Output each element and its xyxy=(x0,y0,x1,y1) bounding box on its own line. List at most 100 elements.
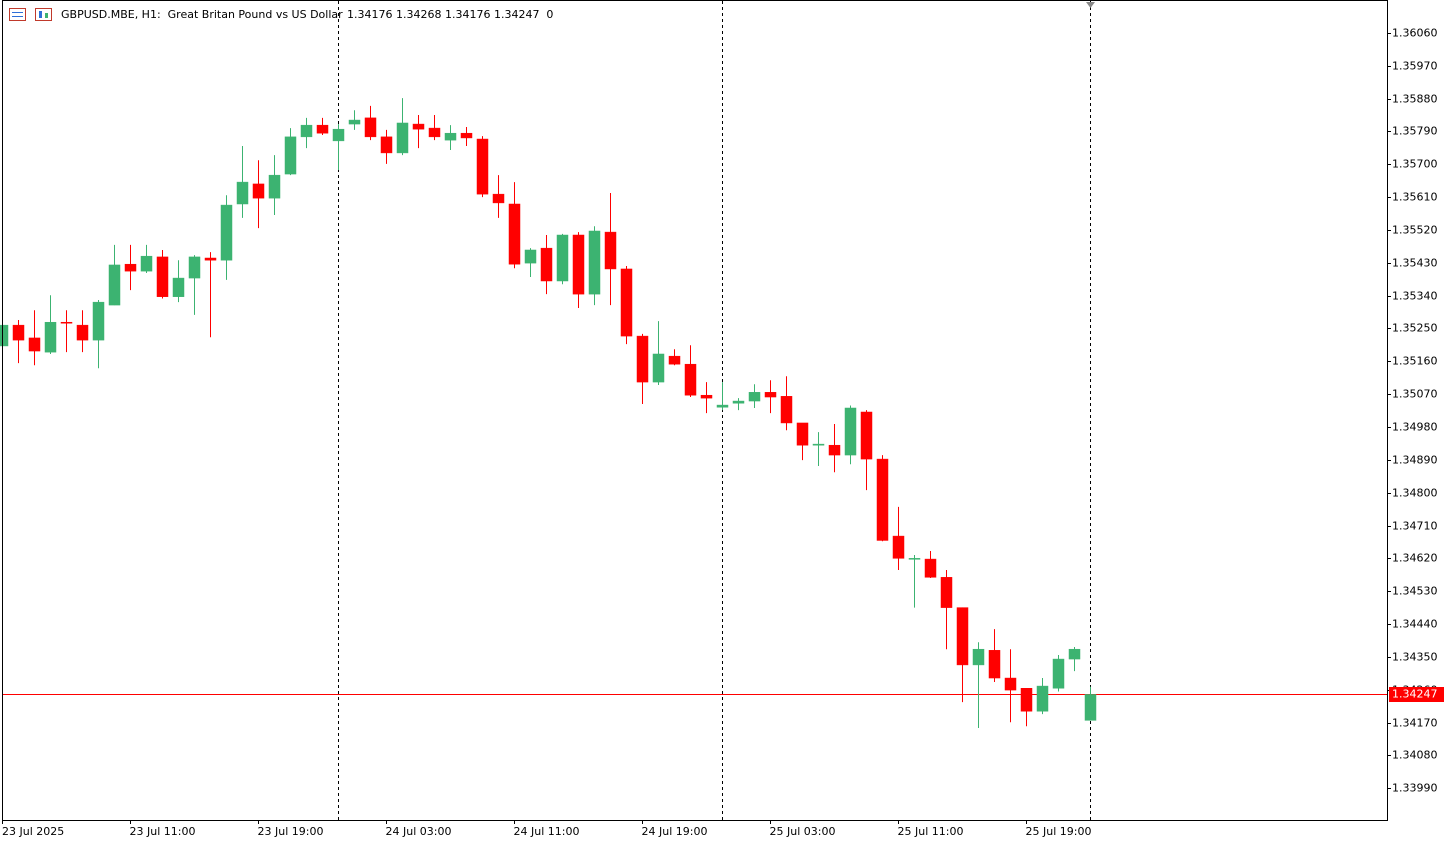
candle-body xyxy=(444,132,457,141)
candle-body xyxy=(0,324,9,347)
x-tick-label: 24 Jul 11:00 xyxy=(514,825,580,838)
x-tick-label: 23 Jul 19:00 xyxy=(258,825,324,838)
candle-body xyxy=(268,174,281,199)
candle-body xyxy=(988,650,1001,679)
candle-body xyxy=(956,607,969,666)
candle-body xyxy=(844,407,857,456)
separators xyxy=(338,1,1091,820)
y-tick-label: 1.35520 xyxy=(1392,224,1438,237)
candle-body xyxy=(1084,694,1097,721)
icon-bar xyxy=(45,13,48,18)
candle-body xyxy=(92,301,105,341)
candle-body xyxy=(828,444,841,456)
candle-body xyxy=(684,363,697,396)
candle-body xyxy=(412,123,425,130)
candle-body xyxy=(572,234,585,295)
y-tick-label: 1.35430 xyxy=(1392,257,1438,270)
candle-body xyxy=(1036,685,1049,712)
candle-body xyxy=(124,263,137,272)
candle-body xyxy=(76,324,89,341)
x-tick-label: 24 Jul 19:00 xyxy=(642,825,708,838)
plot xyxy=(0,98,1387,729)
y-tick-label: 1.34530 xyxy=(1392,585,1438,598)
candle-body xyxy=(764,392,777,398)
candle-body xyxy=(780,396,793,424)
candle-body xyxy=(396,122,409,154)
ohlc-info: 1.34176 1.34268 1.34176 1.34247 0 xyxy=(347,8,553,21)
y-tick-label: 1.34620 xyxy=(1392,552,1438,565)
icon-bar xyxy=(39,11,42,18)
candle-body xyxy=(652,353,665,383)
y-tick-label: 1.35340 xyxy=(1392,290,1438,303)
header-icons xyxy=(9,8,52,21)
candle-body xyxy=(236,181,249,205)
y-tick-label: 1.35070 xyxy=(1392,388,1438,401)
candle-body xyxy=(284,136,297,175)
candle-body xyxy=(460,132,473,139)
candle-body xyxy=(188,256,201,279)
current-price-label: 1.34247 xyxy=(1392,688,1438,701)
candle-body xyxy=(492,193,505,204)
x-tick-label: 23 Jul 2025 xyxy=(2,825,64,838)
candle-body xyxy=(332,128,345,142)
candle-body xyxy=(796,422,809,446)
candle-body xyxy=(364,117,377,138)
y-tick-label: 1.34890 xyxy=(1392,454,1438,467)
candle-body xyxy=(108,264,121,306)
candle-body xyxy=(876,458,889,541)
chart-icon[interactable] xyxy=(35,8,52,21)
candle-body xyxy=(220,204,233,261)
menu-icon[interactable] xyxy=(9,8,26,21)
x-tick-label: 25 Jul 03:00 xyxy=(770,825,836,838)
candle-body xyxy=(156,256,169,297)
y-tick-label: 1.34350 xyxy=(1392,651,1438,664)
candle-body xyxy=(12,324,25,341)
candle-body xyxy=(428,127,441,138)
candle-body xyxy=(748,392,761,402)
y-tick-label: 1.33990 xyxy=(1392,782,1438,795)
candle-body xyxy=(732,400,745,404)
y-tick-label: 1.34440 xyxy=(1392,618,1438,631)
candle-body xyxy=(300,124,313,138)
candle-body xyxy=(620,268,633,337)
y-tick-label: 1.35610 xyxy=(1392,191,1438,204)
candle-body xyxy=(252,183,265,199)
y-tick-label: 1.34800 xyxy=(1392,487,1438,500)
y-tick-label: 1.34980 xyxy=(1392,421,1438,434)
y-tick-label: 1.35970 xyxy=(1392,60,1438,73)
candle-body xyxy=(28,337,41,352)
candle-body xyxy=(348,119,361,125)
y-tick-label: 1.34080 xyxy=(1392,749,1438,762)
x-tick-label: 24 Jul 03:00 xyxy=(386,825,452,838)
candle-body xyxy=(908,558,921,560)
candle-body xyxy=(940,577,953,608)
candle-body xyxy=(172,277,185,297)
y-tick-label: 1.35250 xyxy=(1392,322,1438,335)
candle-body xyxy=(44,321,57,353)
candle-body xyxy=(1020,688,1033,712)
candle-body xyxy=(556,234,569,282)
candle-body xyxy=(812,443,825,446)
candle-body xyxy=(316,124,329,134)
y-tick-label: 1.35160 xyxy=(1392,355,1438,368)
y-tick-label: 1.36060 xyxy=(1392,27,1438,40)
chart-title: GBPUSD.MBE, H1: Great Britan Pound vs US… xyxy=(61,8,343,21)
candle-body xyxy=(924,558,937,578)
candle-body xyxy=(668,355,681,365)
candle-body xyxy=(636,335,649,383)
candle-body xyxy=(524,249,537,264)
candle-body xyxy=(972,648,985,666)
candle-body xyxy=(140,255,153,272)
shift-marker xyxy=(1086,2,1095,8)
candle-body xyxy=(508,203,521,265)
y-tick-label: 1.34170 xyxy=(1392,717,1438,730)
candle-body xyxy=(540,247,553,282)
candle-body xyxy=(60,321,73,324)
x-tick-label: 23 Jul 11:00 xyxy=(130,825,196,838)
candle-body xyxy=(716,404,729,408)
candle-body xyxy=(604,231,617,270)
current-price-box xyxy=(1389,687,1444,702)
y-tick-label: 1.34710 xyxy=(1392,520,1438,533)
candle-body xyxy=(380,136,393,154)
